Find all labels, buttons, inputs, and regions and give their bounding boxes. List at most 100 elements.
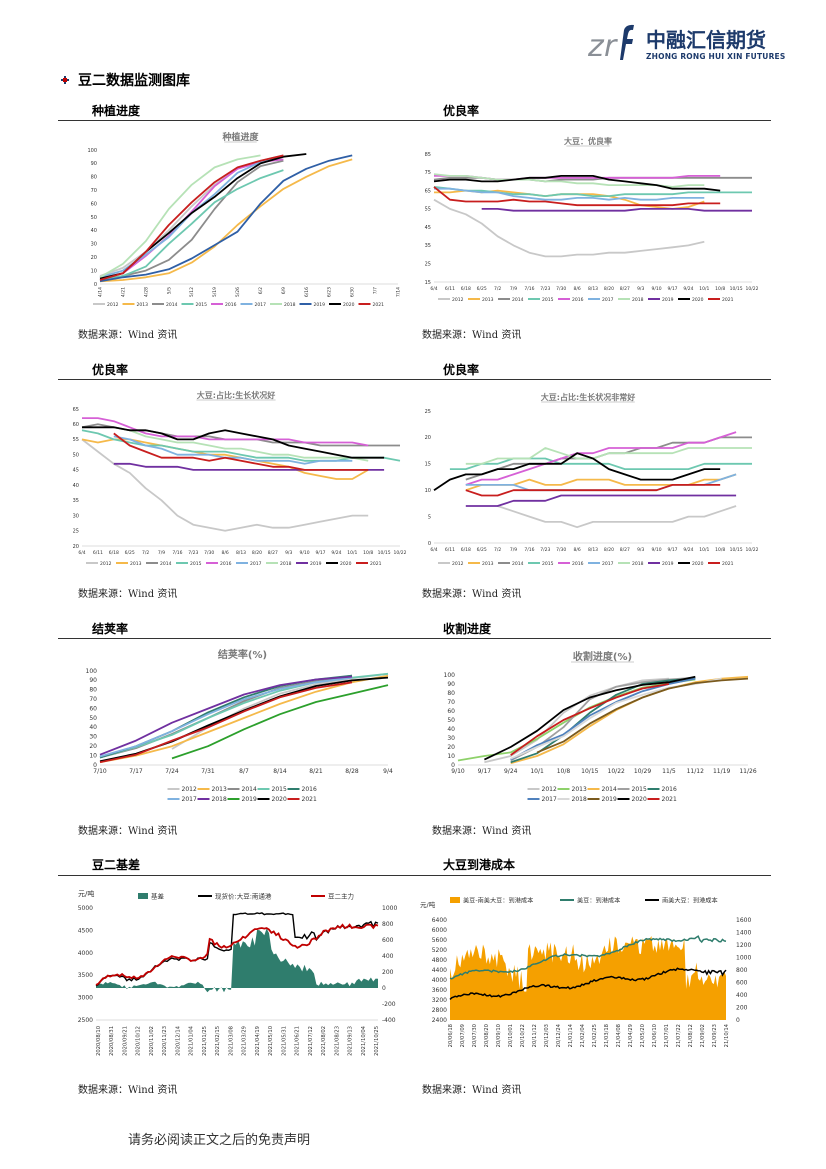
x-tick-label: 7/31 [201, 768, 215, 775]
x-tick-label: 6/2 [258, 287, 264, 294]
y-tick-label: 100 [444, 672, 456, 679]
divider-row-1 [58, 120, 771, 121]
x-tick-label: 9/17 [478, 768, 492, 775]
y-tick-label: 80 [91, 175, 97, 181]
x-tick-label: 2021/01/04 [189, 1025, 195, 1056]
x-tick-label: 6/25 [477, 547, 487, 553]
x-tick-label: 2021/03/29 [242, 1026, 248, 1056]
x-tick-label: 6/16 [304, 287, 310, 297]
x-tick-label: 21/08/12 [688, 1024, 694, 1047]
y-tick-label: 6400 [432, 917, 447, 924]
x-tick-label: 2020/11/02 [149, 1026, 155, 1056]
x-tick-label: 21/09/02 [700, 1024, 706, 1047]
y-tick-label: 10 [91, 268, 97, 274]
y-tick-label: 35 [425, 243, 431, 249]
legend-label: 现货价:大豆:南通港 [215, 892, 272, 901]
series-line-2015 [99, 672, 389, 759]
legend-label: 2012 [542, 786, 557, 793]
y-tick-label: 30 [73, 513, 79, 519]
x-tick-label: 4/21 [120, 287, 126, 297]
y-tick-label: 50 [73, 452, 79, 458]
y-tick-label: 2500 [78, 1017, 93, 1024]
series-line-2019 [171, 684, 389, 760]
series-line-2020 [433, 452, 721, 491]
x-tick-label: 10/15 [378, 550, 391, 556]
x-tick-label: 8/13 [588, 547, 598, 553]
y-tick-label: 55 [73, 437, 79, 443]
source-note-1: 数据来源：Wind 资讯 [78, 330, 178, 341]
chart-good-condition: 大豆:占比:生长状况好 20 25 30 35 40 45 50 55 60 65 6/4 6/11 6/… [73, 390, 406, 567]
x-tick-label: 20/06/18 [448, 1024, 454, 1047]
series-line-2020 [433, 175, 721, 192]
x-tick-label: 9/24 [683, 547, 693, 553]
x-tick-label: 4/14 [98, 287, 104, 297]
source-note-4: 数据来源：Wind 资讯 [422, 589, 522, 600]
x-tick-label: 20/07/09 [460, 1024, 466, 1047]
x-tick-label: 5/26 [235, 287, 241, 297]
series-line-2012 [497, 505, 737, 529]
x-tick-label: 8/27 [620, 286, 630, 292]
y-tick-label: 6000 [432, 927, 447, 934]
x-tick-label: 7/23 [188, 550, 198, 556]
x-tick-label: 11/5 [662, 768, 676, 775]
x-tick-label: 2021/10/04 [361, 1025, 367, 1056]
x-tick-label: 8/6 [573, 547, 580, 553]
series-line-2016 [82, 417, 369, 447]
series-line-2018 [99, 675, 353, 756]
logo-english-name: ZHONG RONG HUI XIN FUTURES [646, 52, 786, 61]
series-area-basis [96, 928, 378, 993]
x-tick-label: 7/30 [556, 286, 566, 292]
x-tick-label: 11/19 [713, 768, 730, 775]
x-tick-label: 7/17 [129, 768, 143, 775]
x-tick-label: 10/1 [699, 286, 709, 292]
x-tick-label: 21/06/10 [652, 1024, 658, 1047]
legend-label: 2016 [220, 561, 232, 567]
x-tick-label: 20/11/12 [532, 1024, 538, 1047]
x-tick-label: 9/10 [652, 286, 662, 292]
series-line-2019 [465, 494, 737, 507]
chart-title: 大豆:占比:生长状况好 [197, 390, 275, 400]
x-tick-label: 9/3 [637, 547, 644, 553]
x-tick-label: 8/20 [604, 547, 614, 553]
x-tick-label: 21/01/14 [568, 1023, 574, 1047]
y-tick-label: 0 [428, 541, 431, 547]
panel-title-basis: 豆二基差 [92, 858, 141, 872]
y-axis-unit: 元/吨 [420, 900, 436, 909]
x-tick-label: 4/28 [143, 287, 149, 297]
x-tick-label: 9/3 [637, 286, 644, 292]
x-tick-label: 9/24 [331, 550, 341, 556]
x-tick-label: 7/2 [494, 547, 501, 553]
chart-title: 收割进度(%) [573, 650, 632, 663]
panel-title-arrival-cost: 大豆到港成本 [443, 858, 516, 872]
legend-label: 2012 [100, 561, 112, 567]
x-tick-label: 10/1 [699, 547, 709, 553]
x-tick-label: 9/10 [652, 547, 662, 553]
y-tick-label: 65 [425, 188, 431, 194]
legend-label: 2020 [340, 561, 352, 567]
y-tick-label: 0 [451, 762, 455, 769]
x-tick-label: 9/4 [383, 768, 393, 775]
y2-tick-label: -400 [382, 1017, 396, 1024]
legend-swatch [138, 893, 148, 899]
y-tick-label: 4800 [432, 957, 447, 964]
y2-tick-label: 400 [382, 953, 394, 960]
y-tick-label: 35 [73, 498, 79, 504]
x-tick-label: 2021/06/21 [295, 1026, 301, 1056]
y-tick-label: 65 [73, 407, 79, 413]
y-tick-label: 60 [447, 708, 455, 715]
x-tick-label: 7/9 [510, 286, 517, 292]
x-tick-label: 5/19 [212, 287, 218, 297]
y-tick-label: 3000 [78, 995, 93, 1002]
legend-label: 2012 [182, 786, 197, 793]
series-line-2018 [99, 154, 261, 279]
chart-pod-setting: 结荚率(%) 0 10 20 30 40 50 60 70 80 90 100 7/10 7/17 7/24… [86, 648, 393, 803]
x-tick-label: 2020/10/12 [136, 1026, 142, 1056]
legend-label: 2015 [196, 302, 208, 308]
x-tick-label: 21/02/25 [592, 1024, 598, 1047]
x-tick-label: 10/15 [730, 286, 743, 292]
series-line-2020 [82, 426, 385, 459]
x-tick-label: 8/6 [221, 550, 228, 556]
y2-tick-label: 400 [736, 992, 748, 999]
legend-label: 基差 [151, 892, 165, 901]
y2-tick-label: 0 [382, 985, 386, 992]
